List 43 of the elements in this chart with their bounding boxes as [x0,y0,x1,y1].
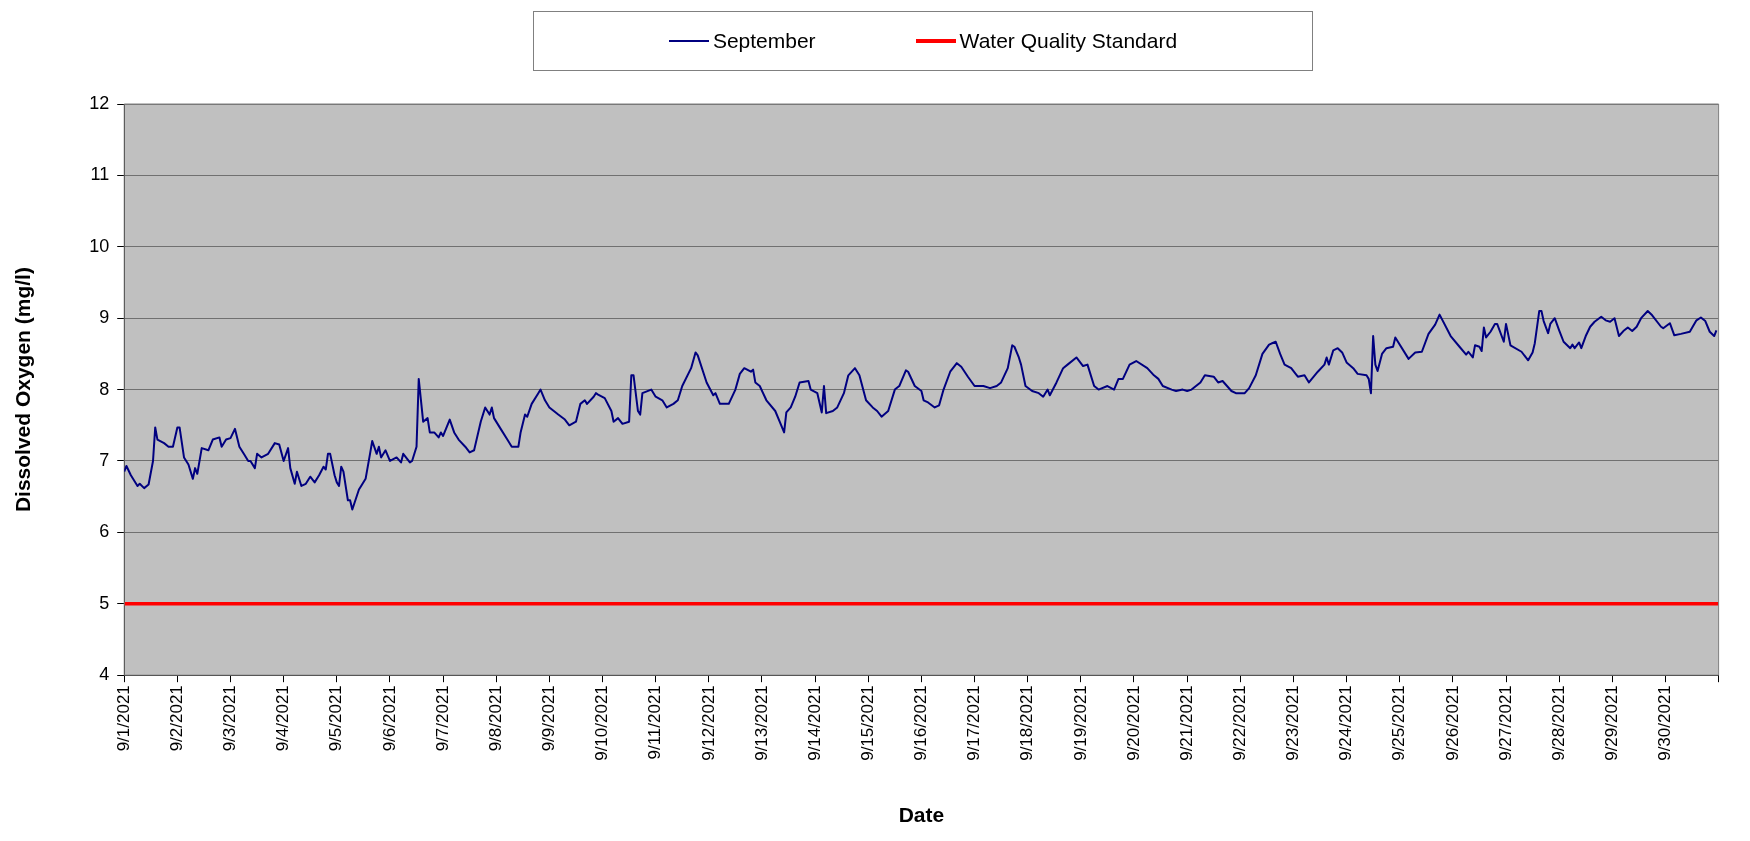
x-tick-label: 9/8/2021 [485,685,505,752]
legend-label: Water Quality Standard [959,29,1178,53]
x-tick-label: 9/16/2021 [911,685,931,761]
x-tick-label: 9/3/2021 [220,685,240,752]
x-tick-label: 9/14/2021 [804,685,824,761]
x-tick-label: 9/29/2021 [1602,685,1621,761]
x-tick-label: 9/25/2021 [1389,685,1409,761]
y-tick-label: 6 [99,521,110,542]
x-tick-label: 9/22/2021 [1229,685,1249,761]
x-tick-label: 9/30/2021 [1655,685,1675,761]
x-tick-label: 9/28/2021 [1548,685,1568,761]
x-tick-label: 9/5/2021 [326,685,346,752]
x-axis-title: Date [898,803,945,827]
x-tick-label: 9/17/2021 [964,685,984,761]
y-tick-label: 10 [89,235,110,256]
x-tick-label: 9/11/2021 [645,685,665,760]
x-tick-label: 9/4/2021 [273,685,293,752]
x-tick-label: 9/1/2021 [113,685,133,752]
x-tick-label: 9/26/2021 [1442,685,1462,761]
y-tick-label: 11 [90,164,110,185]
x-tick-label: 9/15/2021 [857,685,877,761]
x-tick-label: 9/2/2021 [167,685,187,752]
y-tick-label: 5 [99,592,110,613]
x-tick-label: 9/21/2021 [1176,685,1196,761]
y-tick-label: 12 [89,92,110,113]
x-tick-label: 9/13/2021 [751,685,771,761]
x-tick-label: 9/20/2021 [1123,685,1143,761]
x-tick-label: 9/27/2021 [1495,685,1515,761]
y-axis-title: Dissolved Oxygen (mg/l) [11,267,35,513]
x-tick-label: 9/6/2021 [379,685,399,752]
y-tick-label: 9 [99,307,110,328]
x-tick-label: 9/10/2021 [592,685,612,761]
x-tick-label: 9/18/2021 [1017,685,1037,761]
x-tick-label: 9/7/2021 [432,685,452,752]
y-tick-label: 7 [99,449,110,470]
x-tick-label: 9/9/2021 [539,685,559,752]
x-tick-label: 9/19/2021 [1070,685,1090,761]
x-tick-label: 9/23/2021 [1283,685,1303,761]
x-tick-label: 9/24/2021 [1336,685,1356,761]
x-tick-label: 9/12/2021 [698,685,718,761]
y-tick-label: 4 [99,664,110,685]
legend-label: September [712,29,816,53]
y-tick-label: 8 [99,378,110,399]
